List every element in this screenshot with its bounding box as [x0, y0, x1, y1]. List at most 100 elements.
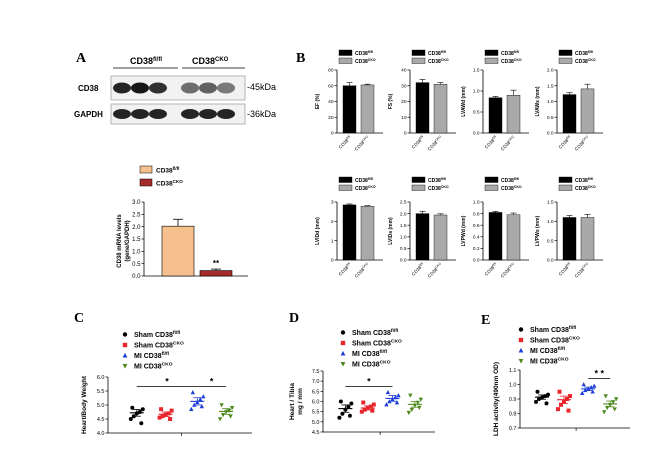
b-lvpws-x-label: CD38CKO — [573, 261, 590, 278]
b-lvawd-bar — [506, 94, 521, 134]
a-mrna-bar — [161, 225, 195, 277]
e-legend-marker — [518, 347, 524, 353]
b-fs-bar — [433, 83, 448, 134]
c-y-tick-label: 6.0 — [97, 375, 105, 381]
b-lvids-legend-swatch — [411, 184, 426, 191]
c-y-tick-label: 5.0 — [97, 403, 105, 409]
b-lvaws-y-tick-label: 0.0 — [547, 131, 554, 137]
d-y-tick-label: 4.5 — [312, 430, 320, 436]
blot-band-gapdh — [217, 109, 235, 119]
b-lvawd-ylabel: LVAWd (mm) — [461, 86, 467, 117]
b-lvaws-x-label: CD38fl/fl — [557, 134, 572, 149]
b-lvidd-legend-label: CD38fl/fl — [355, 177, 373, 184]
d-y-tick-label: 6.5 — [312, 389, 320, 395]
c-point — [199, 404, 204, 409]
b-fs-y-tick-label: 30 — [401, 83, 407, 89]
b-lvidd-legend-label: CD38CKO — [355, 185, 376, 192]
a-mrna-y-tick-label: 1.5 — [132, 237, 141, 243]
e-legend-marker — [518, 327, 524, 332]
e-y-tick-label: 1.1 — [509, 368, 517, 374]
d-point — [406, 410, 412, 416]
b-lvaws-y-tick-label: 2.0 — [547, 68, 554, 74]
b-ef-y-tick-label: 40 — [328, 99, 334, 105]
b-lvpws-y-tick-label: 1.5 — [547, 200, 554, 206]
b-lvids-y-tick-label: 1.5 — [400, 223, 407, 229]
b-lvaws-y-tick-label: 1.0 — [547, 99, 554, 105]
b-lvpws-x-label: CD38fl/fl — [557, 261, 572, 276]
b-lvawd-y-tick-label: 0.0 — [473, 131, 480, 137]
c-point — [169, 408, 174, 413]
d-point — [417, 405, 422, 410]
b-ef-ylabel: EF (%) — [315, 93, 321, 109]
b-lvids-y-tick-label: 2.0 — [400, 211, 407, 217]
d-point — [368, 404, 373, 409]
b-lvidd-y-tick-label: 1 — [331, 238, 334, 244]
c-point — [140, 407, 145, 412]
panel-label-e: E — [481, 313, 490, 328]
e-point — [603, 394, 608, 399]
panel-label-c: C — [74, 311, 84, 326]
d-ylabel: Heart / Tibiamg / mm — [289, 383, 304, 420]
blot-row-gapdh: GAPDH — [74, 110, 103, 119]
b-ef-legend-swatch — [338, 57, 353, 64]
b-ef-x-label: CD38CKO — [353, 134, 370, 151]
b-fs-legend-swatch — [411, 49, 426, 56]
e-point — [557, 389, 562, 394]
b-lvidd-x-label: CD38CKO — [353, 261, 370, 278]
a-mrna-ylabel: CD38 mRNA levels (gene/GAPDH) — [117, 214, 131, 268]
c-point — [229, 406, 235, 411]
e-legend-marker — [518, 337, 524, 343]
b-lvids-legend-label: CD38CKO — [428, 185, 449, 192]
e-point — [580, 390, 585, 395]
chart-b-lvpwd: 0.00.20.40.60.81.0CD38fl/flCD38CKOLVPWd … — [461, 176, 529, 279]
chart-c: 4.0 4.5 5.0 5.5 6.0 * * Heart/Body Weight Sham C… — [81, 330, 252, 437]
b-lvaws-ylabel: LVAWs (mm) — [535, 86, 541, 116]
b-ef-bar — [342, 85, 357, 134]
a-mrna-legend-label: CD38fl/fl — [156, 166, 179, 175]
blot-col-flfl: CD38fl/fl — [130, 56, 162, 66]
blot-size-45: -45kDa — [247, 82, 276, 92]
d-point — [337, 415, 342, 420]
c-point — [217, 417, 223, 422]
d-point — [362, 407, 367, 412]
e-point — [602, 410, 607, 415]
b-lvpwd-legend-swatch — [484, 184, 499, 191]
b-ef-x-label: CD38fl/fl — [337, 134, 352, 149]
b-lvids-legend-swatch — [411, 176, 426, 183]
e-point — [559, 402, 563, 407]
c-y-tick-label: 5.5 — [97, 389, 105, 395]
b-fs-y-tick-label: 20 — [401, 99, 407, 105]
d-legend-label: Sham CD38fl/fl — [352, 328, 399, 337]
e-legend-label: MI CD38CKO — [530, 357, 569, 366]
d-point — [359, 409, 364, 414]
panel-label-b: B — [296, 51, 305, 66]
e-point — [546, 392, 550, 397]
b-ef-y-tick-label: 80 — [328, 68, 334, 74]
b-lvaws-bar — [562, 94, 577, 134]
b-fs-y-tick-label: 10 — [401, 115, 407, 121]
b-lvawd-x-label: CD38fl/fl — [483, 134, 498, 149]
b-lvpwd-y-tick-label: 0.2 — [473, 246, 480, 252]
b-lvids-bar — [433, 214, 448, 261]
blot-col-cko: CD38CKO — [192, 56, 229, 66]
c-legend-label: MI CD38CKO — [134, 362, 173, 371]
b-lvpws-legend-label: CD38CKO — [575, 185, 596, 192]
blot-band-cd38 — [113, 82, 131, 94]
b-fs-legend-label: CD38CKO — [428, 58, 449, 65]
e-point — [590, 389, 595, 394]
b-lvpwd-legend-label: CD38fl/fl — [501, 177, 519, 184]
b-lvawd-legend-swatch — [484, 57, 499, 64]
b-lvidd-legend-swatch — [338, 184, 353, 191]
c-legend-marker — [122, 352, 128, 358]
blot-strip-gapdh — [110, 103, 246, 125]
chart-d: 4.5 5.0 5.5 6.0 6.5 7.0 7.5 * Heart / Tibiamg / … — [289, 328, 435, 436]
e-legend-label: Sham CD38CKO — [530, 336, 580, 345]
d-legend-marker — [340, 340, 346, 346]
e-point — [534, 399, 538, 404]
b-ef-legend-swatch — [338, 49, 353, 56]
c-point — [159, 407, 164, 412]
b-lvpwd-x-label: CD38CKO — [499, 261, 516, 278]
b-lvidd-y-tick-label: 2 — [331, 219, 334, 225]
e-y-tick-label: 0.9 — [509, 397, 517, 403]
b-lvpwd-ylabel: LVPWd (mm) — [461, 215, 467, 246]
